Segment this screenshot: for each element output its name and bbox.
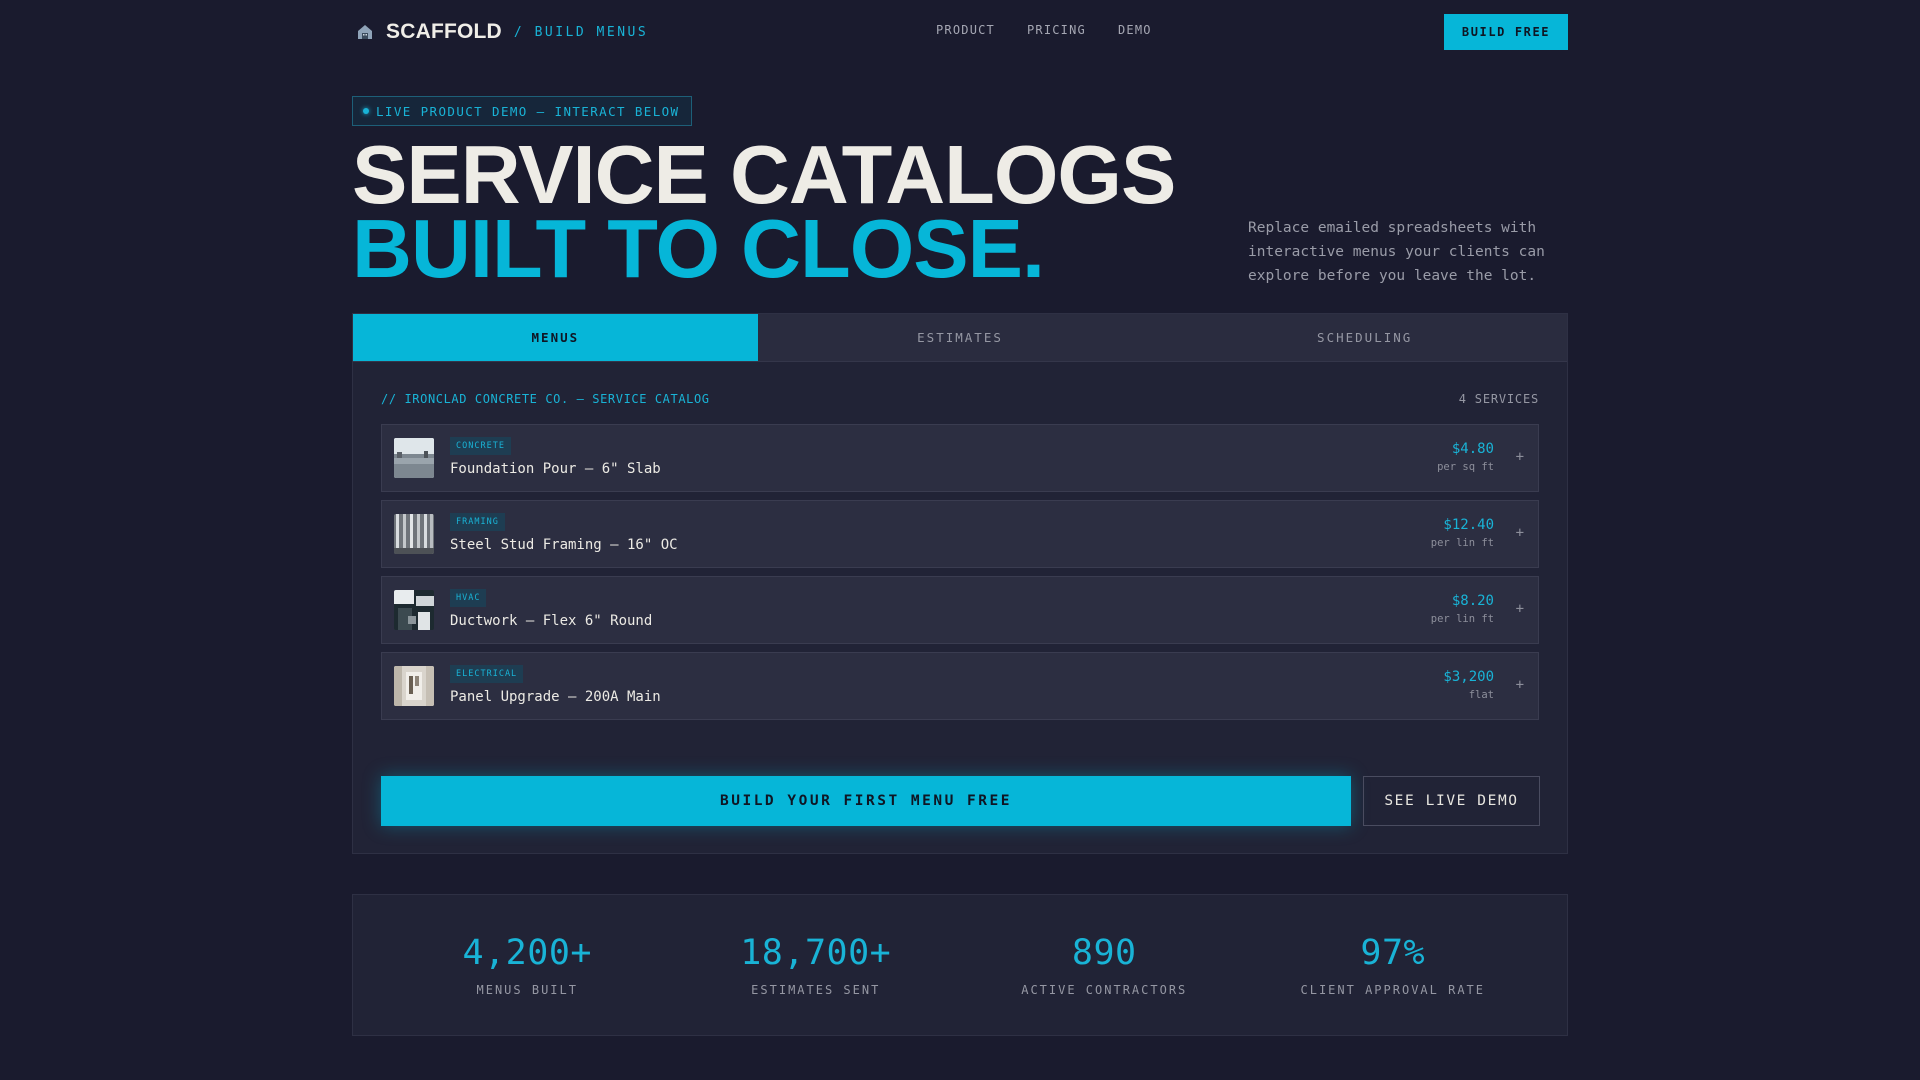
service-tag: CONCRETE — [450, 437, 511, 455]
badge-text: LIVE PRODUCT DEMO — INTERACT BELOW — [376, 103, 680, 119]
service-name: Steel Stud Framing — 16" OC — [450, 537, 678, 553]
stat-active-contractors: 890 ACTIVE CONTRACTORS — [960, 895, 1249, 1035]
service-row[interactable]: CONCRETE Foundation Pour — 6" Slab $4.80… — [381, 424, 1539, 492]
service-row[interactable]: HVAC Ductwork — Flex 6" Round $8.20 per … — [381, 576, 1539, 644]
catalog-count: 4 SERVICES — [1458, 392, 1539, 406]
service-unit: per lin ft — [1430, 537, 1494, 549]
service-tag: HVAC — [450, 589, 487, 607]
stat-label: CLIENT APPROVAL RATE — [1300, 983, 1485, 997]
stat-value: 18,700+ — [740, 933, 892, 973]
build-free-button[interactable]: BUILD FREE — [1444, 14, 1568, 50]
electrical-thumbnail — [394, 666, 434, 706]
service-row[interactable]: ELECTRICAL Panel Upgrade — 200A Main $3,… — [381, 652, 1539, 720]
headline-line-2: BUILT TO CLOSE. — [352, 202, 1045, 295]
headline-line-1: SERVICE CATALOGS — [352, 128, 1176, 221]
nav-pricing[interactable]: PRICING — [1026, 23, 1086, 37]
stat-value: 890 — [1071, 933, 1137, 973]
live-dot-icon — [363, 108, 369, 114]
service-unit: flat — [1468, 689, 1494, 701]
nav-demo[interactable]: DEMO — [1117, 23, 1152, 37]
concrete-thumbnail — [394, 438, 434, 478]
service-unit: per lin ft — [1430, 613, 1494, 625]
brand-name: SCAFFOLD — [386, 20, 502, 43]
tab-estimates[interactable]: ESTIMATES — [917, 330, 1003, 345]
stat-menus-built: 4,200+ MENUS BUILT — [383, 895, 672, 1035]
service-row[interactable]: FRAMING Steel Stud Framing — 16" OC $12.… — [381, 500, 1539, 568]
tab-menus[interactable]: MENUS — [353, 314, 758, 361]
service-price: $12.40 — [1443, 517, 1494, 533]
service-unit: per sq ft — [1437, 461, 1494, 473]
add-icon[interactable]: + — [1515, 677, 1524, 693]
stat-estimates-sent: 18,700+ ESTIMATES SENT — [672, 895, 961, 1035]
home-icon — [358, 25, 372, 39]
hero-description: Replace emailed spreadsheets with intera… — [1248, 220, 1545, 284]
service-list: CONCRETE Foundation Pour — 6" Slab $4.80… — [381, 424, 1539, 728]
catalog-title: // IRONCLAD CONCRETE CO. — SERVICE CATAL… — [381, 392, 710, 406]
see-live-demo-button[interactable]: SEE LIVE DEMO — [1363, 776, 1540, 826]
service-name: Panel Upgrade — 200A Main — [450, 689, 661, 705]
service-name: Foundation Pour — 6" Slab — [450, 461, 661, 477]
nav-product[interactable]: PRODUCT — [936, 23, 995, 37]
live-demo-badge: LIVE PRODUCT DEMO — INTERACT BELOW — [352, 96, 693, 126]
add-icon[interactable]: + — [1515, 601, 1524, 617]
tab-scheduling[interactable]: SCHEDULING — [1317, 330, 1413, 345]
brand-subtitle: / BUILD MENUS — [513, 24, 649, 40]
add-icon[interactable]: + — [1515, 449, 1524, 465]
build-first-menu-button[interactable]: BUILD YOUR FIRST MENU FREE — [381, 776, 1351, 826]
service-tag: FRAMING — [450, 513, 505, 531]
demo-tabs: MENUS ESTIMATES SCHEDULING — [353, 314, 1567, 362]
hero-headline: SERVICE CATALOGS BUILT TO CLOSE. — [352, 128, 1176, 295]
service-tag: ELECTRICAL — [450, 665, 524, 683]
stat-label: ESTIMATES SENT — [751, 983, 881, 997]
hvac-thumbnail — [394, 590, 434, 630]
service-price: $8.20 — [1451, 593, 1494, 609]
demo-panel: MENUS ESTIMATES SCHEDULING // IRONCLAD C… — [352, 313, 1568, 854]
stat-value: 97% — [1360, 933, 1426, 973]
stat-label: MENUS BUILT — [476, 983, 578, 997]
brand[interactable]: SCAFFOLD / BUILD MENUS — [356, 20, 648, 44]
service-price: $4.80 — [1451, 441, 1494, 457]
framing-thumbnail — [394, 514, 434, 554]
stats-bar: 4,200+ MENUS BUILT 18,700+ ESTIMATES SEN… — [352, 894, 1568, 1036]
stat-approval-rate: 97% CLIENT APPROVAL RATE — [1249, 895, 1538, 1035]
top-nav: SCAFFOLD / BUILD MENUS PRODUCT PRICING D… — [352, 0, 1568, 64]
service-price: $3,200 — [1443, 669, 1494, 685]
service-name: Ductwork — Flex 6" Round — [450, 613, 653, 629]
stat-value: 4,200+ — [462, 933, 592, 973]
stat-label: ACTIVE CONTRACTORS — [1021, 983, 1188, 997]
nav-links: PRODUCT PRICING DEMO — [936, 23, 1152, 37]
catalog-header: // IRONCLAD CONCRETE CO. — SERVICE CATAL… — [381, 392, 1539, 406]
add-icon[interactable]: + — [1515, 525, 1524, 541]
